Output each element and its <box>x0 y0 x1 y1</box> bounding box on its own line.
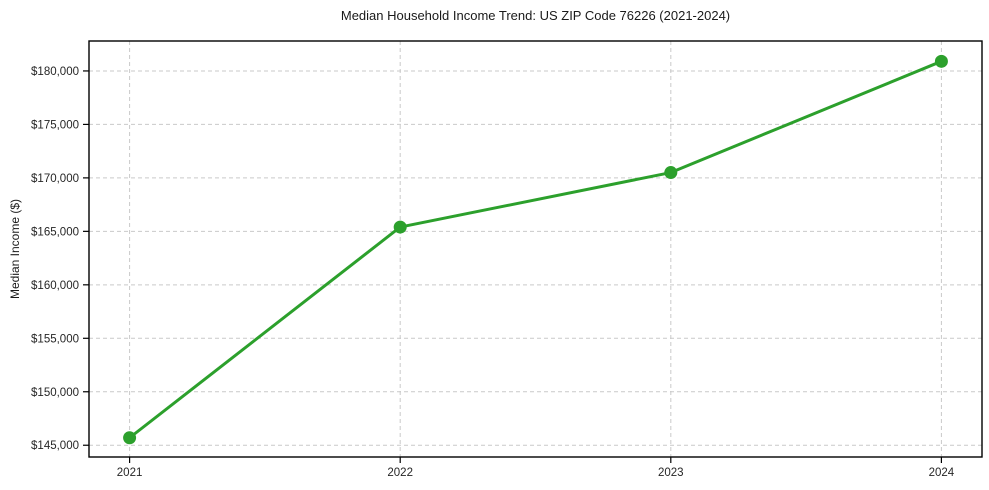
x-tick-label: 2022 <box>387 467 413 479</box>
y-tick-label: $160,000 <box>31 280 79 292</box>
y-tick-label: $165,000 <box>31 226 79 238</box>
y-tick-label: $180,000 <box>31 66 79 78</box>
data-point-marker <box>123 431 137 445</box>
x-tick-label: 2023 <box>658 467 684 479</box>
y-tick-label: $175,000 <box>31 119 79 131</box>
x-tick-label: 2024 <box>929 467 955 479</box>
chart-title: Median Household Income Trend: US ZIP Co… <box>340 8 731 23</box>
data-point-marker <box>934 54 948 68</box>
plot-frame <box>88 40 983 458</box>
series-line <box>128 59 943 440</box>
x-tick-label: 2021 <box>117 467 143 479</box>
y-tick-label: $145,000 <box>31 440 79 452</box>
data-point-marker <box>393 220 407 234</box>
y-tick-label: $155,000 <box>31 333 79 345</box>
y-tick-label: $170,000 <box>31 173 79 185</box>
data-point-marker <box>664 166 678 180</box>
y-tick-label: $150,000 <box>31 387 79 399</box>
